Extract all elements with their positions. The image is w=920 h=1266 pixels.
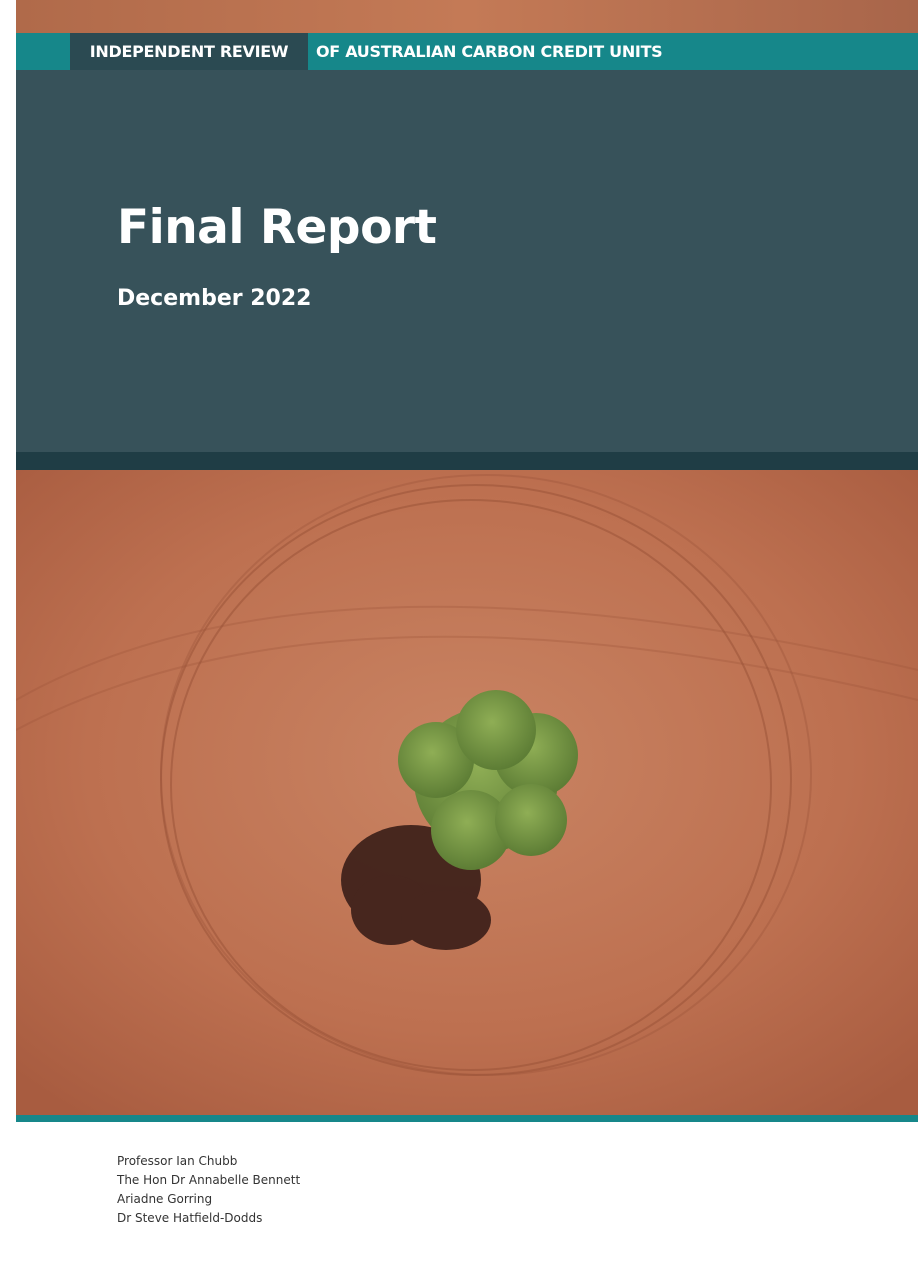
- page: INDEPENDENT REVIEW OF AUSTRALIAN CARBON …: [0, 0, 920, 1266]
- bottom-rule: [16, 1115, 918, 1122]
- cover-photo: [16, 470, 918, 1115]
- report-title: Final Report: [117, 200, 437, 255]
- author: The Hon Dr Annabelle Bennett: [117, 1171, 300, 1190]
- series-label: OF AUSTRALIAN CARBON CREDIT UNITS: [316, 33, 662, 70]
- divider-stripe: [16, 452, 918, 470]
- author-list: Professor Ian Chubb The Hon Dr Annabelle…: [117, 1152, 300, 1228]
- author: Dr Steve Hatfield-Dodds: [117, 1209, 300, 1228]
- report-date: December 2022: [117, 286, 311, 311]
- photo-strip: [16, 0, 918, 33]
- series-label-bold: INDEPENDENT REVIEW: [70, 33, 308, 70]
- title-block: [16, 70, 918, 452]
- author: Professor Ian Chubb: [117, 1152, 300, 1171]
- author: Ariadne Gorring: [117, 1190, 300, 1209]
